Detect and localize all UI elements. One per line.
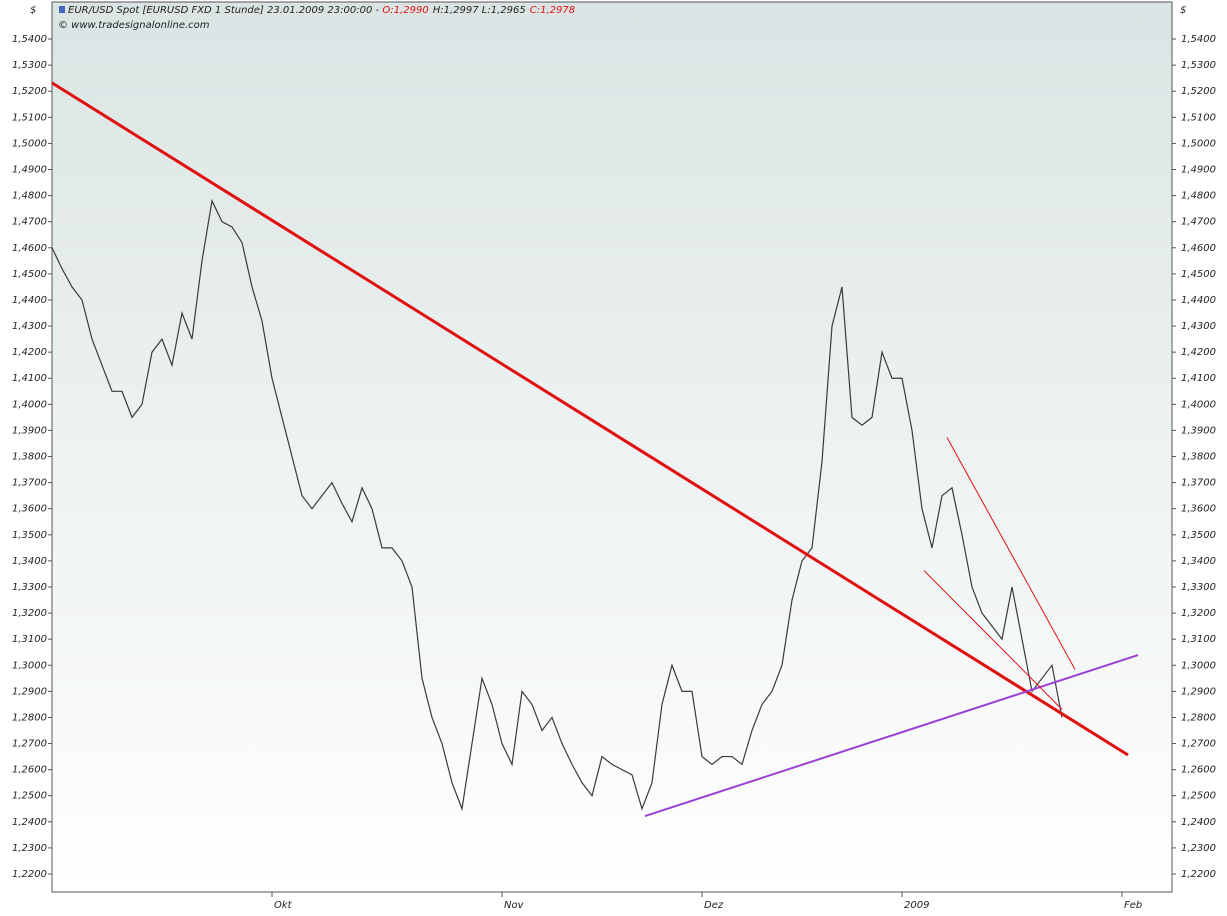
y-tick-label: 1,5100 — [12, 112, 47, 123]
instrument: EUR/USD Spot [EURUSD FXD 1 Stunde] 23.01… — [68, 5, 382, 16]
y-tick-label: 1,4600 — [1181, 243, 1216, 254]
y-tick-label: 1,3700 — [12, 478, 47, 489]
y-tick-label: 1,3000 — [12, 660, 47, 671]
y-tick-label: 1,4700 — [12, 217, 47, 228]
y-tick-label: 1,4100 — [1181, 373, 1216, 384]
x-tick-label: Okt — [274, 900, 293, 911]
close: C:1,2978 — [530, 5, 575, 16]
x-tick-label: 2009 — [904, 900, 929, 911]
y-tick-label: 1,2500 — [12, 791, 47, 802]
trendline — [946, 437, 1076, 670]
x-tick-label: Feb — [1124, 900, 1142, 911]
y-tick-label: 1,3600 — [1181, 504, 1216, 515]
source: © www.tradesignalonline.com — [58, 20, 210, 31]
y-tick-label: 1,3800 — [1181, 452, 1216, 463]
trendline — [51, 81, 1129, 757]
y-tick-label: 1,2400 — [12, 817, 47, 828]
y-tick-label: 1,2200 — [1181, 869, 1216, 880]
y-tick-label: 1,4700 — [1181, 217, 1216, 228]
y-tick-label: 1,3900 — [12, 425, 47, 436]
y-tick-label: 1,3400 — [12, 556, 47, 567]
y-tick-label: 1,5000 — [12, 138, 47, 149]
y-tick-label: 1,3400 — [1181, 556, 1216, 567]
y-tick-label: 1,4000 — [12, 399, 47, 410]
y-tick-label: 1,2600 — [1181, 765, 1216, 776]
y-tick-label: 1,5000 — [1181, 138, 1216, 149]
y-tick-label: 1,5400 — [12, 34, 47, 45]
y-tick-label: 1,2600 — [12, 765, 47, 776]
y-tick-label: 1,4400 — [1181, 295, 1216, 306]
y-tick-label: 1,5100 — [1181, 112, 1216, 123]
x-tick-label: Dez — [704, 900, 724, 911]
currency-label: $ — [1180, 5, 1186, 16]
y-tick-label: 1,3900 — [1181, 425, 1216, 436]
y-tick-label: 1,3300 — [1181, 582, 1216, 593]
y-tick-label: 1,4500 — [12, 269, 47, 280]
y-tick-label: 1,4900 — [1181, 165, 1216, 176]
y-tick-label: 1,5200 — [1181, 86, 1216, 97]
y-tick-label: 1,4800 — [12, 191, 47, 202]
y-tick-label: 1,4300 — [1181, 321, 1216, 332]
y-tick-label: 1,2700 — [12, 739, 47, 750]
y-tick-label: 1,4900 — [12, 165, 47, 176]
legend-swatch — [59, 6, 65, 13]
y-tick-label: 1,2200 — [12, 869, 47, 880]
y-tick-label: 1,4200 — [1181, 347, 1216, 358]
y-tick-label: 1,4400 — [12, 295, 47, 306]
x-tick-label: Nov — [504, 900, 525, 911]
y-tick-label: 1,3700 — [1181, 478, 1216, 489]
y-tick-label: 1,2300 — [1181, 843, 1216, 854]
y-tick-label: 1,2400 — [1181, 817, 1216, 828]
trendline — [644, 654, 1139, 818]
y-tick-label: 1,3200 — [1181, 608, 1216, 619]
y-tick-label: 1,5300 — [1181, 60, 1216, 71]
trendline — [923, 570, 1063, 710]
y-tick-label: 1,2700 — [1181, 739, 1216, 750]
price-line — [51, 198, 1063, 812]
open: O:1,2990 — [382, 5, 428, 16]
y-tick-label: 1,2800 — [12, 712, 47, 723]
y-tick-label: 1,3100 — [1181, 634, 1216, 645]
y-tick-label: 1,5300 — [12, 60, 47, 71]
y-tick-label: 1,2500 — [1181, 791, 1216, 802]
y-tick-label: 1,4100 — [12, 373, 47, 384]
y-tick-label: 1,2800 — [1181, 712, 1216, 723]
y-tick-label: 1,3800 — [12, 452, 47, 463]
high-low: H:1,2997 L:1,2965 — [433, 5, 526, 16]
y-tick-label: 1,2300 — [12, 843, 47, 854]
y-tick-label: 1,3500 — [1181, 530, 1216, 541]
y-tick-label: 1,4000 — [1181, 399, 1216, 410]
y-tick-label: 1,3000 — [1181, 660, 1216, 671]
currency-label: $ — [30, 5, 36, 16]
y-tick-label: 1,2900 — [12, 686, 47, 697]
y-tick-label: 1,4800 — [1181, 191, 1216, 202]
plot-area — [51, 1, 1173, 893]
y-tick-label: 1,2900 — [1181, 686, 1216, 697]
y-tick-label: 1,3100 — [12, 634, 47, 645]
y-tick-label: 1,3500 — [12, 530, 47, 541]
y-tick-label: 1,4200 — [12, 347, 47, 358]
y-tick-label: 1,4300 — [12, 321, 47, 332]
y-tick-label: 1,4600 — [12, 243, 47, 254]
y-tick-label: 1,3600 — [12, 504, 47, 515]
y-tick-label: 1,4500 — [1181, 269, 1216, 280]
legend: EUR/USD Spot [EURUSD FXD 1 Stunde] 23.01… — [68, 5, 575, 16]
y-tick-label: 1,3300 — [12, 582, 47, 593]
y-tick-label: 1,5200 — [12, 86, 47, 97]
y-tick-label: 1,5400 — [1181, 34, 1216, 45]
y-tick-label: 1,3200 — [12, 608, 47, 619]
